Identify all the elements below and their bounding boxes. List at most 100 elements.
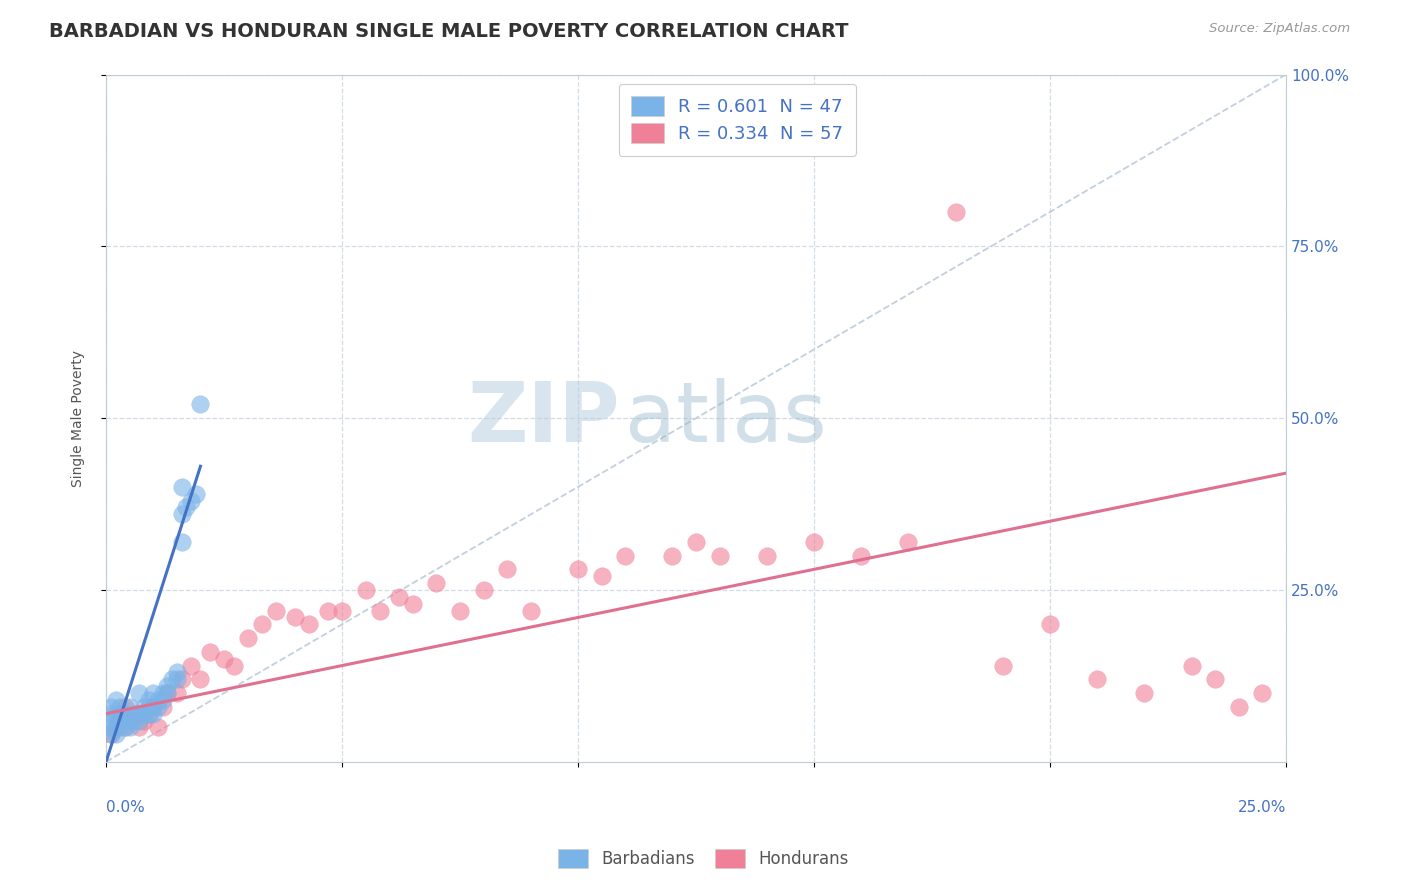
Point: [755, 549, 778, 563]
Point: [897, 534, 920, 549]
Point: [104, 720, 127, 734]
Point: [685, 534, 707, 549]
Text: 0.0%: 0.0%: [105, 799, 145, 814]
Point: [1251, 686, 1274, 700]
Point: [100, 720, 122, 734]
Point: [110, 720, 132, 734]
Point: [1039, 617, 1062, 632]
Point: [142, 699, 165, 714]
Point: [180, 493, 202, 508]
Point: [110, 714, 132, 728]
Point: [160, 673, 183, 687]
Point: [110, 714, 132, 728]
Point: [472, 582, 495, 597]
Point: [114, 699, 136, 714]
Point: [368, 604, 391, 618]
Point: [146, 699, 169, 714]
Point: [132, 706, 155, 721]
Y-axis label: Single Male Poverty: Single Male Poverty: [72, 350, 86, 487]
Point: [166, 686, 188, 700]
Point: [110, 706, 132, 721]
Point: [166, 665, 188, 680]
Point: [591, 569, 613, 583]
Point: [198, 645, 221, 659]
Point: [1180, 658, 1202, 673]
Point: [945, 205, 967, 219]
Point: [142, 699, 165, 714]
Point: [1204, 673, 1226, 687]
Point: [138, 693, 160, 707]
Point: [138, 699, 160, 714]
Text: Source: ZipAtlas.com: Source: ZipAtlas.com: [1209, 22, 1350, 36]
Point: [264, 604, 287, 618]
Point: [132, 714, 155, 728]
Point: [170, 480, 193, 494]
Point: [132, 699, 155, 714]
Text: atlas: atlas: [626, 377, 827, 458]
Point: [803, 534, 825, 549]
Point: [114, 720, 136, 734]
Point: [110, 699, 132, 714]
Point: [152, 686, 174, 700]
Point: [114, 714, 136, 728]
Text: ZIP: ZIP: [467, 377, 619, 458]
Point: [170, 673, 193, 687]
Point: [354, 582, 377, 597]
Point: [152, 693, 174, 707]
Point: [146, 720, 169, 734]
Point: [118, 699, 141, 714]
Point: [100, 714, 122, 728]
Point: [190, 397, 212, 411]
Point: [124, 706, 146, 721]
Point: [146, 693, 169, 707]
Point: [851, 549, 873, 563]
Point: [567, 562, 589, 576]
Point: [128, 720, 150, 734]
Point: [661, 549, 683, 563]
Point: [1133, 686, 1156, 700]
Point: [180, 658, 202, 673]
Point: [520, 604, 543, 618]
Point: [114, 720, 136, 734]
Point: [100, 727, 122, 741]
Point: [170, 534, 193, 549]
Text: BARBADIAN VS HONDURAN SINGLE MALE POVERTY CORRELATION CHART: BARBADIAN VS HONDURAN SINGLE MALE POVERT…: [49, 22, 849, 41]
Point: [284, 610, 307, 624]
Point: [124, 714, 146, 728]
Point: [128, 686, 150, 700]
Point: [1085, 673, 1108, 687]
Point: [124, 706, 146, 721]
Point: [152, 699, 174, 714]
Point: [236, 631, 259, 645]
Point: [1227, 699, 1250, 714]
Point: [388, 590, 411, 604]
Point: [118, 714, 141, 728]
Point: [991, 658, 1014, 673]
Point: [104, 720, 127, 734]
Point: [222, 658, 245, 673]
Point: [100, 706, 122, 721]
Point: [330, 604, 353, 618]
Point: [212, 651, 235, 665]
Point: [100, 727, 122, 741]
Point: [449, 604, 471, 618]
Point: [496, 562, 519, 576]
Point: [316, 604, 339, 618]
Point: [104, 727, 127, 741]
Legend: R = 0.601  N = 47, R = 0.334  N = 57: R = 0.601 N = 47, R = 0.334 N = 57: [619, 84, 856, 156]
Point: [142, 706, 165, 721]
Point: [156, 679, 179, 693]
Point: [190, 673, 212, 687]
Point: [156, 686, 179, 700]
Point: [250, 617, 273, 632]
Point: [184, 487, 207, 501]
Point: [156, 686, 179, 700]
Point: [402, 597, 425, 611]
Point: [128, 706, 150, 721]
Point: [118, 720, 141, 734]
Point: [118, 714, 141, 728]
Point: [709, 549, 731, 563]
Legend: Barbadians, Hondurans: Barbadians, Hondurans: [551, 843, 855, 875]
Text: 25.0%: 25.0%: [1237, 799, 1286, 814]
Point: [138, 706, 160, 721]
